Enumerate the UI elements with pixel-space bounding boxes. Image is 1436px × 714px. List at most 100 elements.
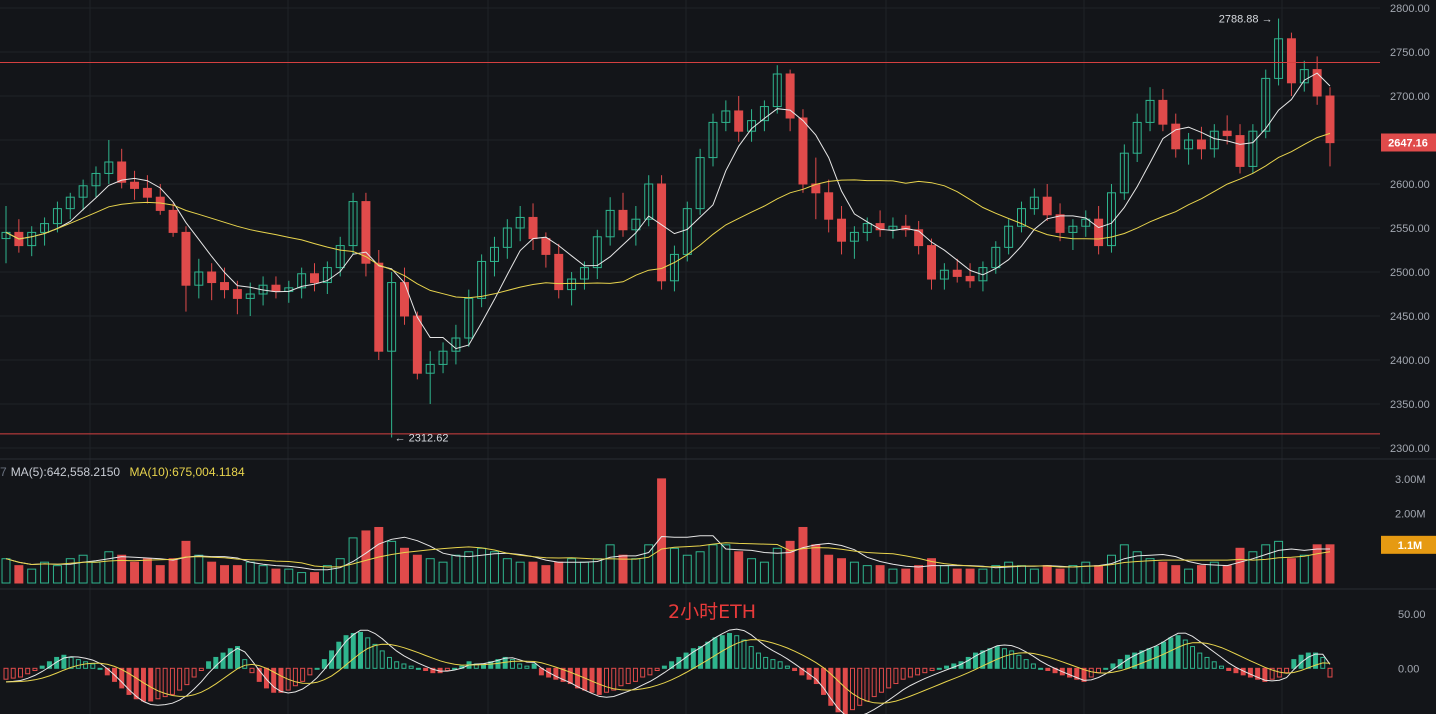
ma10-label: MA(10):: [129, 465, 173, 479]
macd-histogram-bar: [1204, 656, 1210, 669]
volume-bar: [785, 540, 795, 584]
macd-histogram-bar: [1305, 652, 1311, 669]
macd-histogram-bar: [1067, 667, 1073, 678]
volume-bar: [1312, 544, 1322, 584]
volume-bar: [207, 561, 217, 584]
macd-histogram-bar: [698, 646, 704, 669]
volume-bar: [605, 544, 615, 584]
macd-histogram-bar: [32, 667, 38, 671]
volume-bar: [40, 561, 50, 584]
macd-histogram-bar: [415, 667, 421, 670]
candle-body: [142, 187, 152, 198]
price-tick-label: 2350.00: [1390, 399, 1430, 411]
candle-body: [657, 183, 667, 282]
candle-body: [798, 117, 808, 185]
macd-histogram-bar: [1103, 667, 1109, 670]
candle-body: [374, 262, 384, 352]
macd-histogram-bar: [734, 635, 740, 669]
candle-body: [1158, 99, 1168, 125]
macd-histogram-bar: [423, 667, 429, 671]
candle-body: [207, 271, 217, 284]
candle-body: [1068, 225, 1078, 233]
candle-body: [759, 106, 769, 122]
volume-bar: [104, 551, 114, 584]
macd-histogram-bar: [1168, 637, 1174, 669]
macd-histogram-bar: [343, 635, 349, 669]
candle-body: [1171, 123, 1181, 150]
macd-histogram-bar: [1081, 667, 1087, 682]
macd-histogram-bar: [169, 667, 175, 695]
candle-body: [862, 223, 872, 233]
macd-histogram-bar: [1088, 667, 1094, 678]
volume-bar: [245, 561, 255, 584]
macd-histogram-bar: [763, 656, 769, 669]
macd-histogram-bar: [972, 652, 978, 669]
candle-body: [310, 273, 319, 284]
candle-body: [1145, 99, 1155, 123]
macd-histogram-bar: [256, 667, 262, 682]
macd-histogram-bar: [1110, 663, 1116, 669]
volume-bar: [554, 561, 564, 584]
macd-histogram-bar: [285, 667, 291, 691]
macd-histogram-bar: [661, 665, 667, 669]
macd-histogram-bar: [61, 654, 67, 669]
candle-body: [952, 269, 962, 277]
volume-tick-label: 2.00M: [1395, 509, 1426, 521]
candle-body: [361, 201, 371, 264]
macd-histogram-bar: [1327, 667, 1333, 678]
macd-histogram-bar: [567, 667, 573, 685]
macd-histogram-bar: [300, 667, 306, 682]
candle-body: [297, 273, 307, 289]
macd-histogram-bar: [929, 667, 935, 671]
candle-body: [669, 253, 679, 282]
candle-body: [91, 172, 101, 187]
candle-body: [965, 275, 975, 282]
volume-bar: [1081, 561, 1091, 584]
candle-body: [888, 225, 898, 231]
volume-bar: [142, 558, 152, 584]
macd-histogram-bar: [68, 656, 74, 669]
candle-body: [978, 267, 988, 282]
candle-body: [554, 253, 564, 291]
macd-histogram-bar: [813, 667, 819, 685]
volume-bar: [168, 558, 178, 584]
macd-histogram-bar: [1247, 667, 1253, 678]
macd-histogram-bar: [242, 659, 248, 669]
volume-bar: [1106, 554, 1116, 584]
volume-bar: [1235, 547, 1245, 584]
macd-histogram-bar: [119, 667, 125, 689]
volume-bar: [1325, 544, 1335, 584]
macd-histogram-bar: [401, 663, 407, 669]
volume-bar: [52, 565, 62, 584]
volume-bar: [837, 558, 847, 584]
volume-bar: [1222, 565, 1232, 584]
ma10-value: 675,004.1184: [172, 465, 245, 479]
volume-bar: [1068, 565, 1078, 584]
candle-body: [837, 218, 847, 242]
volume-ma5-line: [5, 535, 1330, 571]
high-price-annotation: 2788.88 →: [1219, 14, 1273, 26]
candle-body: [927, 245, 936, 280]
macd-histogram-bar: [864, 667, 870, 702]
volume-bar: [721, 544, 731, 584]
macd-histogram-bar: [1211, 661, 1217, 669]
macd-histogram-bar: [1074, 667, 1080, 680]
price-ma-fast-line: [5, 72, 1331, 350]
macd-histogram-bar: [75, 659, 81, 669]
candle-body: [1196, 139, 1206, 150]
macd-histogram-bar: [1255, 667, 1261, 680]
macd-histogram-bar: [235, 646, 241, 669]
volume-bar: [387, 540, 397, 584]
candle-body: [1119, 152, 1129, 194]
volume-bar: [310, 572, 319, 584]
candle-body: [232, 289, 242, 299]
macd-histogram-bar: [748, 646, 754, 669]
candle-body: [181, 231, 191, 286]
macd-histogram-bar: [596, 667, 602, 695]
macd-histogram-bar: [1139, 650, 1145, 669]
macd-histogram-bar: [712, 637, 718, 669]
volume-bar: [592, 558, 602, 584]
macd-histogram-bar: [321, 659, 327, 669]
volume-bar: [1196, 565, 1206, 584]
